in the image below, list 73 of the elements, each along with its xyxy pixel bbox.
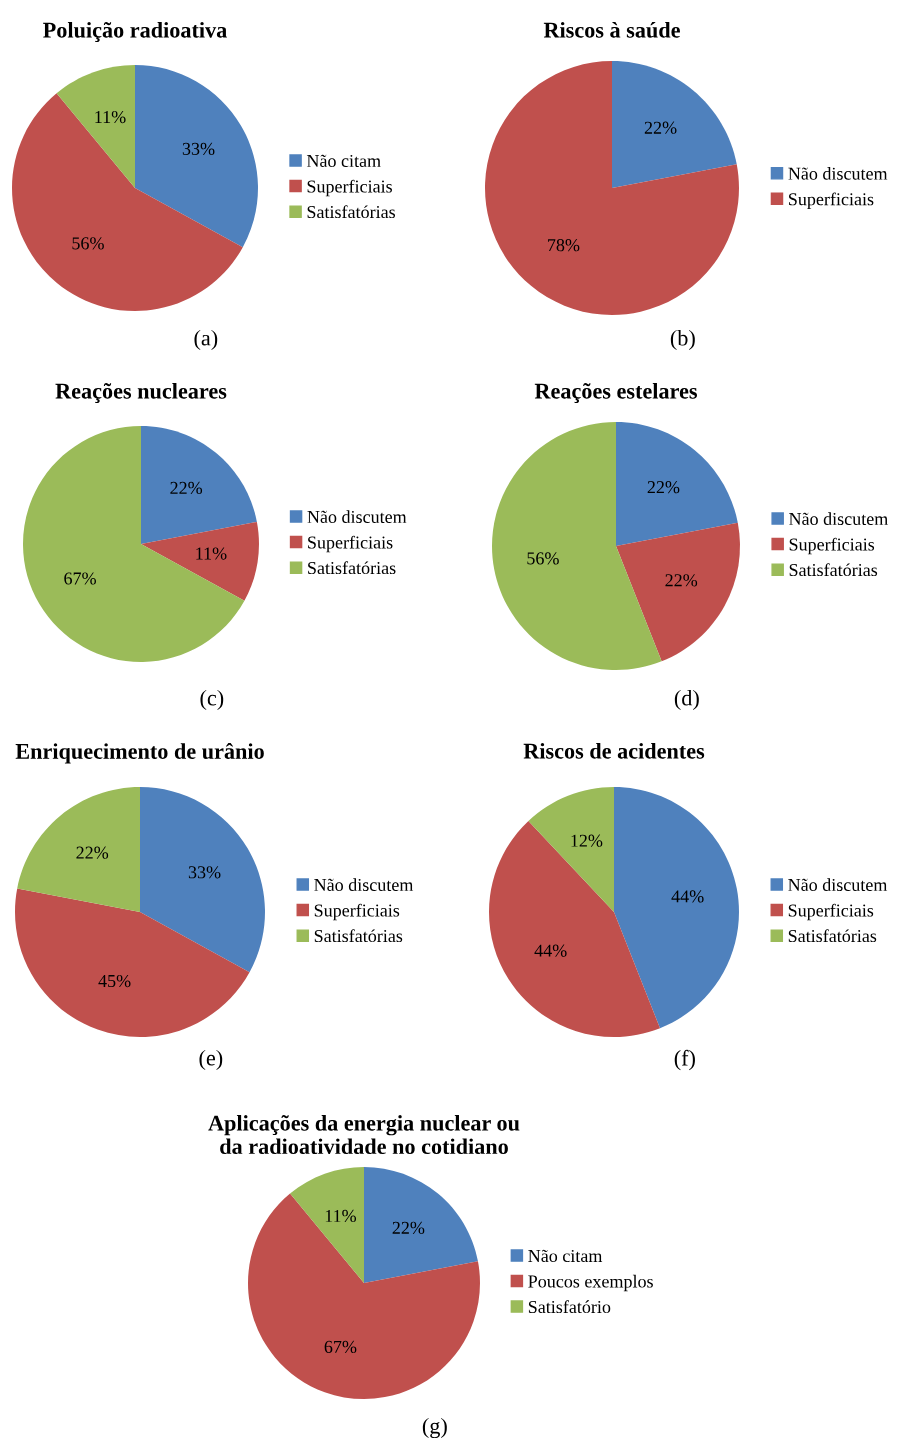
pie-slice [612, 61, 737, 188]
data-label: 78% [548, 239, 580, 252]
text: (d) [674, 689, 699, 711]
legend-label: Superficiais [314, 903, 400, 921]
legend-label: Superficiais [789, 192, 874, 210]
data-label: 22% [665, 574, 698, 587]
pie-slice [364, 1167, 478, 1283]
legend-label: Não discutem [307, 510, 407, 524]
pie-slice [140, 787, 265, 973]
data-label: 67% [64, 572, 96, 585]
pie-slice [135, 65, 258, 248]
pie-slice [141, 426, 257, 544]
data-label: 22% [647, 481, 680, 494]
legend-label: Não discutem [788, 878, 888, 892]
legend-label: Não discutem [789, 512, 889, 526]
legend-label: Satisfatórias [788, 929, 877, 943]
data-label: 22% [392, 1221, 425, 1234]
legend-label: Satisfatórias [314, 929, 403, 943]
data-label: 11% [325, 1209, 357, 1223]
legend-label: Poucos exemplos [528, 1274, 653, 1292]
chart-title: Reações nucleares [55, 382, 227, 403]
text: (e) [199, 1049, 223, 1071]
data-label: 33% [182, 142, 215, 156]
data-label: 22% [76, 846, 109, 859]
pie-slice [56, 65, 135, 188]
pie-slice [15, 888, 250, 1037]
data-label: 11% [95, 110, 126, 124]
data-label: 22% [644, 121, 677, 134]
pie-slice [528, 787, 614, 912]
pie-slice [616, 522, 740, 662]
pie-slice [17, 787, 140, 912]
legend-label: Não citam [528, 1249, 603, 1263]
pie-slice [248, 1193, 480, 1399]
chart-title: Reações estelares [534, 382, 697, 403]
pie-slice [23, 426, 245, 662]
chart-title: Aplicações da energia nuclear ou da radioatividade no cotidiano [208, 1115, 520, 1155]
text: (b) [670, 329, 695, 351]
legend-label: Não discutem [314, 878, 414, 892]
text: (c) [200, 689, 224, 711]
pie-slice [141, 521, 259, 601]
pie-slice [616, 422, 738, 546]
legend-label: Superficiais [308, 535, 393, 553]
text: (g) [422, 1417, 447, 1439]
pie-slice [290, 1167, 364, 1283]
legend-label: Superficiais [307, 179, 392, 197]
chart-title: Poluição radioativa [43, 21, 227, 42]
data-label: 67% [324, 1340, 357, 1354]
legend-label: Não citam [306, 154, 381, 168]
data-label: 22% [170, 481, 203, 495]
legend-label: Satisfatórias [789, 563, 878, 577]
legend-label: Satisfatórias [307, 205, 396, 219]
pie-slice [12, 93, 243, 311]
chart-title: Enriquecimento de urânio [15, 743, 264, 764]
chart-title: Riscos de acidentes [523, 743, 705, 759]
pie-slice [614, 787, 739, 1029]
text: (f) [674, 1049, 695, 1071]
legend-label: Satisfatórias [308, 561, 396, 575]
legend-label: Superficiais [788, 903, 874, 921]
data-label: 33% [188, 866, 221, 879]
legend-label: Superficiais [789, 537, 875, 555]
data-label: 44% [534, 944, 567, 957]
data-label: 56% [527, 552, 559, 565]
legend-label: Não discutem [788, 167, 888, 180]
text: (a) [194, 329, 218, 351]
data-label: 12% [571, 834, 603, 847]
pie-slice [485, 61, 739, 315]
legend-label: Satisfatório [528, 1300, 611, 1314]
data-label: 45% [98, 974, 131, 988]
data-label: 44% [671, 890, 704, 903]
pie-slice [489, 820, 661, 1037]
chart-title: Riscos à saúde [543, 21, 680, 38]
data-label: 56% [72, 237, 104, 250]
data-label: 11% [196, 547, 227, 560]
